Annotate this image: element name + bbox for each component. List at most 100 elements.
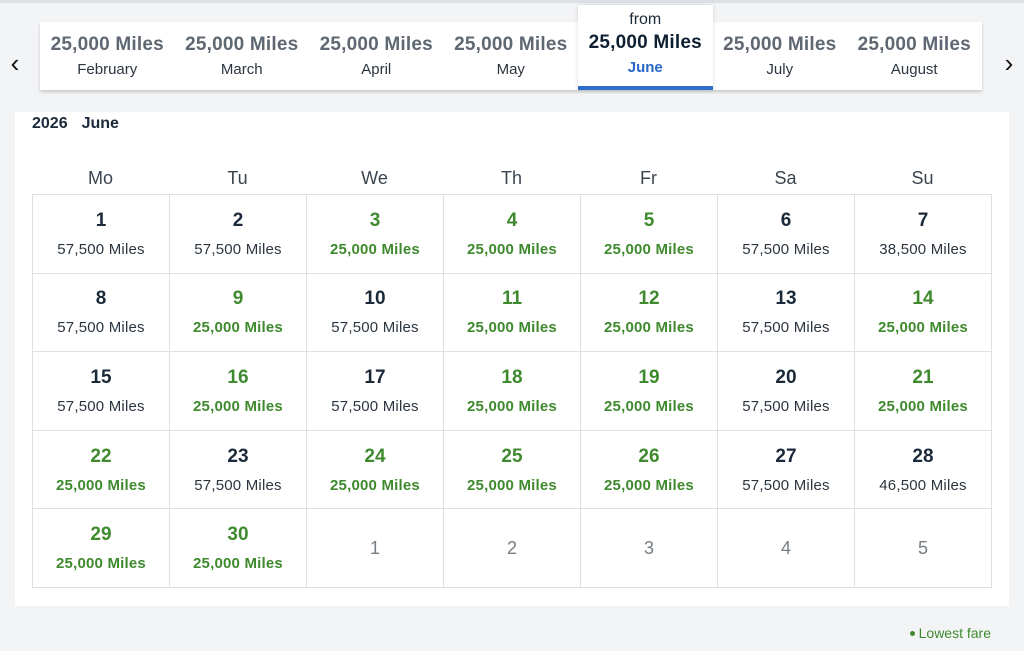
day-number: 1 — [369, 537, 380, 558]
month-name: April — [361, 61, 392, 78]
day-fare: 25,000 Miles — [56, 476, 146, 494]
month-tab-july[interactable]: 25,000 Miles July — [713, 22, 848, 90]
calendar-day[interactable]: 23 57,500 Miles — [170, 430, 307, 510]
day-number: 2 — [506, 537, 517, 558]
day-fare: 57,500 Miles — [194, 476, 282, 494]
day-number: 2 — [232, 209, 244, 231]
day-fare: 25,000 Miles — [467, 397, 557, 415]
day-number: 4 — [506, 209, 518, 231]
day-number: 14 — [912, 288, 934, 310]
weekday-label: Sa — [774, 168, 797, 188]
month-name: May — [496, 61, 525, 78]
calendar-day[interactable]: 24 25,000 Miles — [307, 430, 444, 510]
calendar-day[interactable]: 15 57,500 Miles — [33, 352, 170, 431]
day-fare: 25,000 Miles — [467, 240, 557, 258]
day-fare: 25,000 Miles — [604, 397, 694, 415]
day-fare: 57,500 Miles — [742, 397, 830, 415]
month-name: June — [627, 59, 663, 76]
day-number: 3 — [643, 537, 654, 558]
month-name: July — [766, 61, 794, 78]
day-number: 29 — [90, 524, 112, 546]
calendar-day[interactable]: 19 25,000 Miles — [581, 352, 718, 431]
day-fare: 25,000 Miles — [56, 555, 146, 573]
month-tab-april[interactable]: 25,000 Miles April — [309, 22, 444, 90]
month-tab-march[interactable]: 25,000 Miles March — [175, 22, 310, 90]
calendar-panel: 2026 June Mo Tu We Th Fr Sa Su 1 57,500 Miles 2 5… — [15, 112, 1009, 606]
month-name: February — [77, 61, 138, 78]
calendar-day[interactable]: 6 57,500 Miles — [718, 195, 855, 274]
day-number: 16 — [227, 366, 249, 388]
weekday-label: Fr — [640, 168, 657, 188]
day-number: 15 — [90, 366, 112, 388]
calendar-day[interactable]: 18 25,000 Miles — [444, 352, 581, 431]
day-number: 22 — [90, 445, 112, 467]
calendar-day[interactable]: 2 57,500 Miles — [170, 195, 307, 274]
calendar-grid: 1 57,500 Miles 2 57,500 Miles 3 25,000 Miles 4… — [32, 194, 992, 588]
day-fare: 25,000 Miles — [604, 476, 694, 494]
calendar-day[interactable]: 28 46,500 Miles — [855, 430, 992, 510]
calendar-day[interactable]: 10 57,500 Miles — [307, 273, 444, 353]
calendar-day[interactable]: 11 25,000 Miles — [444, 273, 581, 353]
weekday-label: Mo — [87, 168, 113, 188]
calendar-day[interactable]: 13 57,500 Miles — [718, 273, 855, 353]
month-tab-february[interactable]: 25,000 Miles February — [40, 22, 175, 90]
day-fare: 25,000 Miles — [467, 319, 557, 337]
day-fare: 25,000 Miles — [193, 555, 283, 573]
calendar-day-outside-month: 1 — [307, 509, 444, 588]
calendar-day[interactable]: 26 25,000 Miles — [581, 430, 718, 510]
day-number: 7 — [917, 209, 929, 231]
day-fare: 57,500 Miles — [742, 240, 830, 258]
day-number: 21 — [912, 366, 934, 388]
day-fare: 57,500 Miles — [331, 319, 419, 337]
day-number: 24 — [364, 445, 386, 467]
calendar-day[interactable]: 9 25,000 Miles — [170, 273, 307, 353]
month-name: August — [890, 61, 938, 78]
calendar-day[interactable]: 5 25,000 Miles — [581, 195, 718, 274]
calendar-heading: 2026 June — [32, 115, 119, 133]
month-tab-june[interactable]: from 25,000 Miles June — [578, 5, 713, 90]
day-number: 8 — [95, 288, 107, 310]
calendar-day[interactable]: 29 25,000 Miles — [33, 509, 170, 588]
day-fare: 46,500 Miles — [879, 476, 967, 494]
calendar-day[interactable]: 27 57,500 Miles — [718, 430, 855, 510]
calendar-day[interactable]: 12 25,000 Miles — [581, 273, 718, 353]
day-number: 25 — [501, 445, 523, 467]
day-number: 28 — [912, 445, 934, 467]
calendar-day[interactable]: 30 25,000 Miles — [170, 509, 307, 588]
calendar-day[interactable]: 14 25,000 Miles — [855, 273, 992, 353]
day-fare: 57,500 Miles — [194, 240, 282, 258]
calendar-day[interactable]: 8 57,500 Miles — [33, 273, 170, 353]
calendar-day-outside-month: 3 — [581, 509, 718, 588]
month-miles: 25,000 Miles — [319, 34, 433, 55]
month-tab-august[interactable]: 25,000 Miles August — [847, 22, 982, 90]
month-miles: 25,000 Miles — [50, 34, 164, 55]
calendar-day[interactable]: 17 57,500 Miles — [307, 352, 444, 431]
day-number: 5 — [643, 209, 655, 231]
month-tab-may[interactable]: 25,000 Miles May — [444, 22, 579, 90]
calendar-day[interactable]: 21 25,000 Miles — [855, 352, 992, 431]
day-fare: 25,000 Miles — [604, 319, 694, 337]
day-fare: 25,000 Miles — [467, 476, 557, 494]
day-fare: 57,500 Miles — [742, 319, 830, 337]
weekday-label: Su — [911, 168, 934, 188]
chevron-left-icon[interactable]: ‹ — [10, 48, 20, 78]
calendar-day[interactable]: 1 57,500 Miles — [33, 195, 170, 274]
day-number: 6 — [780, 209, 792, 231]
day-fare: 25,000 Miles — [193, 319, 283, 337]
calendar-day[interactable]: 22 25,000 Miles — [33, 430, 170, 510]
month-name: March — [220, 61, 263, 78]
calendar-day[interactable]: 4 25,000 Miles — [444, 195, 581, 274]
day-fare: 57,500 Miles — [57, 397, 145, 415]
top-divider — [0, 0, 1024, 3]
calendar-day[interactable]: 3 25,000 Miles — [307, 195, 444, 274]
calendar-day[interactable]: 16 25,000 Miles — [170, 352, 307, 431]
month-selector: 25,000 Miles February 25,000 Miles March… — [40, 5, 982, 90]
day-number: 17 — [364, 366, 386, 388]
calendar-day[interactable]: 7 38,500 Miles — [855, 195, 992, 274]
day-number: 9 — [232, 288, 244, 310]
weekday-label: Tu — [227, 168, 248, 188]
calendar-day[interactable]: 25 25,000 Miles — [444, 430, 581, 510]
chevron-right-icon[interactable]: › — [1004, 48, 1014, 78]
calendar-day[interactable]: 20 57,500 Miles — [718, 352, 855, 431]
day-fare: 25,000 Miles — [193, 397, 283, 415]
